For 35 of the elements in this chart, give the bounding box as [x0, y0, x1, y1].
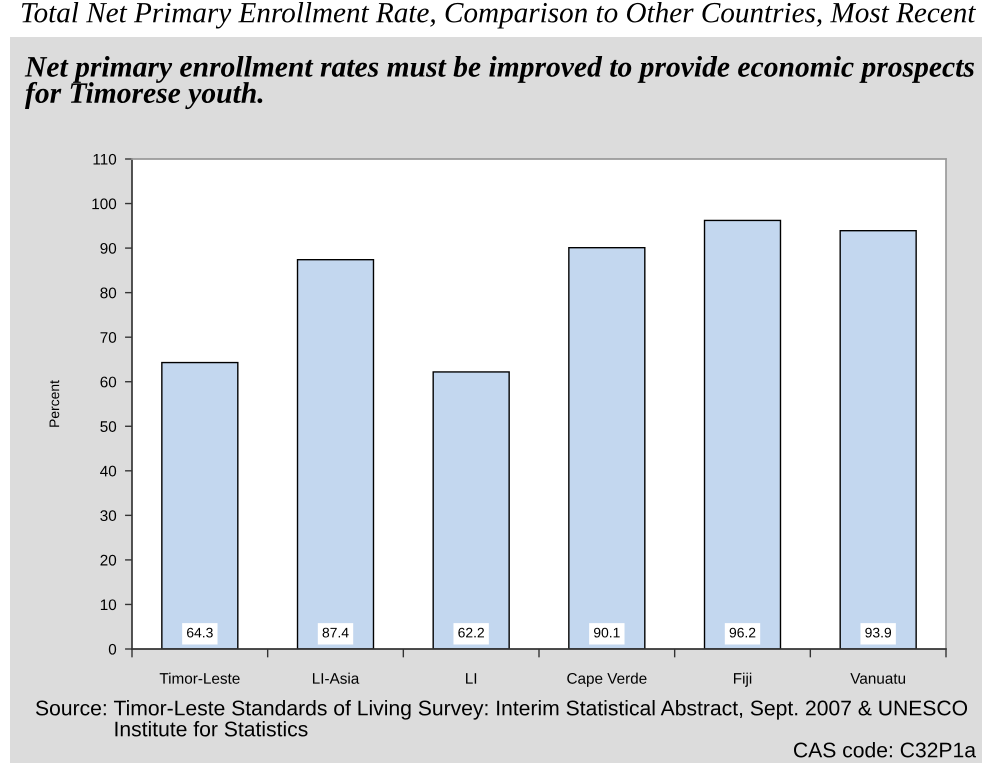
- bar: [568, 246, 646, 649]
- bar: [161, 362, 239, 649]
- y-tick-label: 20: [100, 554, 116, 566]
- data-label: 93.9: [865, 628, 892, 638]
- chart-title: Total Net Primary Enrollment Rate, Comparison to Other Countries, Most Recent: [22, 2, 976, 29]
- x-tick-label: Cape Verde: [567, 672, 647, 687]
- y-tick-label: 70: [100, 332, 116, 343]
- y-tick-label: 50: [100, 421, 116, 432]
- source-note: Source: Timor-Leste Standards of Living Survey: Interim Statistical Abstract, Sept. 2007 & UNESCO Institute for Statistics: [36, 700, 968, 737]
- bar: [704, 220, 782, 649]
- data-label: 64.3: [187, 628, 213, 638]
- x-tick-label: Vanuatu: [850, 673, 906, 684]
- data-label: 90.1: [594, 628, 620, 638]
- chart-subtitle: Net primary enrollment rates must be improved to provide economic prospects for Timorese youth.: [24, 56, 974, 110]
- x-tick-label: LI-Asia: [312, 672, 360, 684]
- y-tick-label: 0: [108, 644, 116, 655]
- text: CAS code: C32P1a: [794, 742, 976, 758]
- y-tick-label: 30: [100, 510, 116, 522]
- y-axis-title: Percent: [50, 380, 60, 427]
- x-tick-label: LI: [466, 673, 476, 684]
- y-tick-label: 60: [100, 376, 116, 388]
- bar: [432, 371, 510, 649]
- y-tick-label: 100: [92, 198, 116, 210]
- x-tick-label: Timor-Leste: [160, 672, 240, 684]
- bar: [296, 258, 374, 649]
- y-tick-label: 10: [100, 599, 116, 610]
- y-tick-label: 80: [100, 288, 116, 298]
- data-label: 96.2: [730, 628, 756, 638]
- y-tick-label: 110: [94, 154, 116, 165]
- data-label: 87.4: [322, 628, 349, 638]
- bar: [839, 230, 917, 649]
- y-tick-label: 90: [100, 242, 116, 254]
- data-label: 62.2: [458, 628, 484, 638]
- x-tick-label: Fiji: [734, 672, 752, 687]
- y-tick-label: 40: [100, 466, 116, 477]
